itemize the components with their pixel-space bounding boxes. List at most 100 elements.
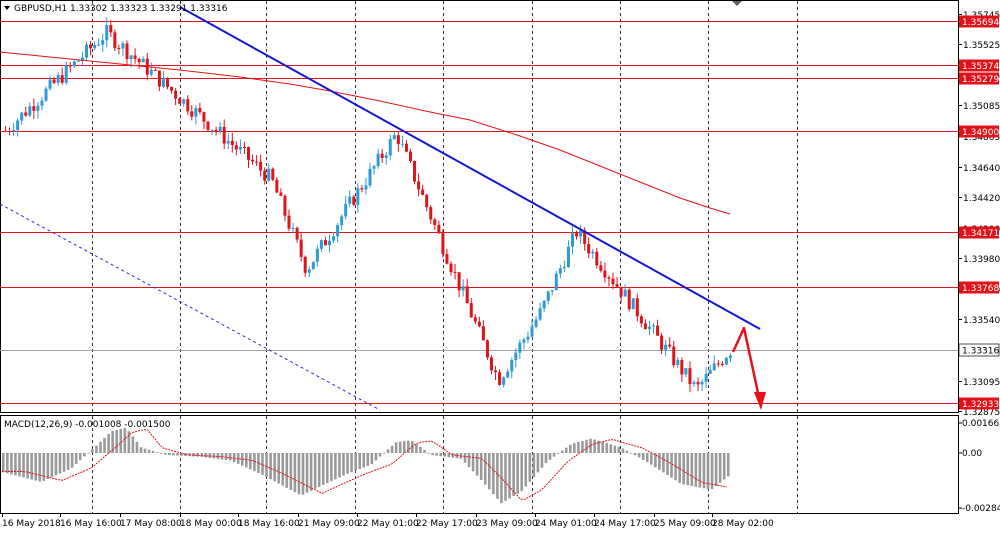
macd-bar — [609, 444, 613, 453]
macd-tick-top: 0.001661 — [962, 419, 1000, 429]
macd-bar — [30, 453, 33, 480]
macd-bar — [131, 436, 135, 453]
macd-bar — [722, 453, 726, 480]
candle-body — [174, 90, 178, 99]
price-tick-label: 1.33980 — [963, 255, 1000, 265]
macd-bar — [228, 453, 232, 461]
candle-body — [534, 319, 538, 327]
candle-body — [226, 140, 230, 144]
candle-body — [384, 155, 388, 158]
macd-bar — [670, 453, 673, 478]
candle-body — [400, 143, 404, 145]
candle-body — [498, 372, 502, 385]
macd-bar — [95, 445, 98, 453]
candle-body — [44, 88, 48, 101]
price-tag — [959, 15, 999, 28]
macd-bar — [463, 453, 467, 463]
macd-bar — [200, 453, 204, 457]
time-tick-label: 17 May 08:00 — [120, 519, 182, 529]
candle-body — [76, 60, 80, 62]
macd-bar — [698, 453, 702, 488]
candle-body — [307, 269, 311, 273]
macd-bar — [107, 433, 110, 453]
macd-bar — [6, 453, 9, 474]
candle-body — [24, 112, 28, 116]
macd-bar — [123, 428, 127, 453]
candle-body — [692, 381, 696, 385]
time-tick-label: 16 May 16:00 — [60, 519, 122, 529]
macd-bar — [289, 453, 293, 490]
macd-bar — [326, 453, 329, 484]
candle-body — [218, 126, 222, 132]
macd-bar — [386, 449, 390, 453]
macd-bar — [686, 453, 690, 486]
macd-bar — [508, 453, 511, 499]
macd-bar — [528, 453, 532, 482]
candle-body — [417, 181, 421, 190]
candle-body — [433, 219, 437, 225]
macd-bar — [285, 453, 289, 488]
candle-body — [291, 227, 295, 229]
macd-bar — [253, 453, 256, 472]
macd-bar — [245, 453, 248, 468]
macd-bar — [581, 440, 584, 453]
candle-body — [425, 194, 429, 208]
candle-body — [368, 168, 372, 186]
chart-shift-marker-icon[interactable] — [732, 1, 742, 6]
macd-axis: 0.001661 0.00 -0.002847 — [958, 419, 1000, 514]
time-tick-label: 18 May 00:00 — [180, 519, 242, 529]
macd-bar — [204, 453, 208, 458]
candle-body — [526, 336, 530, 340]
macd-bar — [168, 453, 171, 456]
candle-body — [546, 291, 550, 301]
candle-body — [396, 135, 400, 145]
price-tag-text: 1.34171 — [962, 229, 999, 239]
macd-bar — [564, 447, 568, 453]
macd-bar — [690, 453, 694, 486]
candle-body — [708, 370, 712, 374]
macd-bar — [87, 452, 90, 454]
candle-body — [485, 340, 489, 358]
macd-bar — [196, 453, 199, 457]
macd-bar — [658, 453, 661, 470]
dropdown-triangle-icon[interactable] — [4, 6, 10, 10]
candle-body — [575, 233, 579, 237]
candle-body — [481, 326, 485, 341]
macd-bar — [390, 445, 394, 453]
trendline-channel-dashed — [0, 203, 381, 411]
macd-bar — [212, 453, 216, 459]
candle-body — [720, 363, 724, 365]
candle-body — [457, 272, 461, 291]
candle-body — [579, 230, 583, 237]
candle-body — [700, 381, 704, 385]
macd-bar — [524, 453, 528, 487]
macd-bar — [625, 450, 629, 453]
candle-body — [571, 233, 574, 247]
candle-body — [724, 357, 728, 365]
candlesticks — [4, 17, 732, 393]
candle-body — [60, 75, 64, 83]
time-tick-label: 21 May 09:00 — [298, 519, 360, 529]
macd-bar — [14, 453, 17, 476]
candle-body — [514, 352, 518, 361]
price-tick-label: 1.33540 — [963, 316, 1000, 326]
candle-body — [688, 368, 692, 385]
candle-body — [550, 290, 554, 292]
symbol-info: GBPUSD,H1 1.33302 1.33323 1.33291 1.3331… — [14, 4, 228, 14]
candle-body — [441, 233, 445, 254]
current-price-text: 1.33316 — [962, 347, 999, 357]
macd-bar — [18, 453, 21, 477]
macd-bar — [617, 446, 621, 453]
macd-bar — [334, 453, 337, 480]
vertical-grid — [92, 1, 798, 513]
price-tag — [959, 125, 999, 138]
macd-bar — [601, 441, 604, 453]
price-tag-text: 1.35374 — [962, 62, 999, 72]
candle-body — [409, 151, 412, 162]
candle-body — [603, 270, 607, 278]
macd-bar — [439, 453, 442, 457]
macd-bar — [504, 453, 507, 501]
macd-bar — [155, 452, 159, 453]
